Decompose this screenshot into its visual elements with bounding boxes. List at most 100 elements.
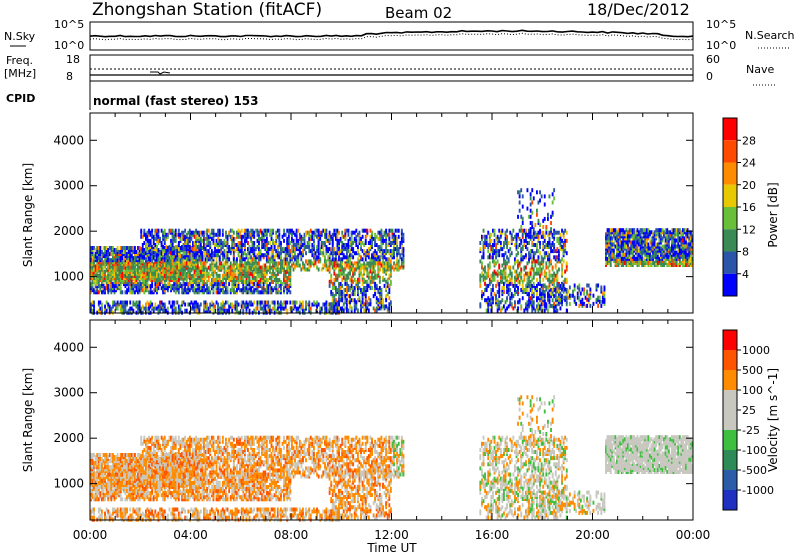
power-cell [130, 290, 133, 295]
power-cell [154, 267, 157, 272]
power-cell [534, 286, 537, 290]
power-cell [149, 238, 152, 243]
power-cell [159, 264, 161, 269]
power-cell [374, 253, 377, 258]
power-cell [487, 267, 490, 272]
power-cell [309, 228, 312, 233]
power-cell [232, 290, 235, 295]
power-cell [231, 263, 234, 268]
power-cell [270, 255, 273, 260]
power-cell [269, 290, 271, 295]
power-cell [181, 290, 183, 295]
power-cell [228, 282, 231, 287]
power-cell [525, 283, 527, 288]
power-cell [347, 283, 350, 288]
power-cell [225, 269, 227, 274]
power-cell [127, 246, 130, 250]
power-cell [149, 256, 152, 261]
power-cell [556, 247, 559, 252]
power-cell [173, 254, 176, 259]
power-cell [275, 263, 278, 268]
power-cell [96, 276, 99, 281]
power-cell [140, 265, 143, 270]
power-cell [149, 232, 152, 237]
power-cell [286, 276, 289, 280]
power-cell [176, 280, 179, 284]
power-cell [305, 300, 307, 305]
power-cell [101, 252, 103, 257]
power-cell [528, 241, 530, 245]
power-cell [148, 252, 150, 257]
power-cell [113, 300, 116, 305]
power-cell [547, 308, 549, 313]
power-cell [518, 228, 521, 233]
power-cell [350, 261, 353, 266]
power-cell [528, 253, 530, 258]
power-cell [132, 246, 135, 250]
power-cell [132, 286, 135, 291]
power-cell [353, 271, 356, 276]
power-cell [514, 269, 516, 274]
power-cell [198, 230, 201, 235]
power-cell [506, 234, 508, 239]
power-cell [314, 228, 317, 233]
power-cell [156, 228, 158, 233]
power-cell [217, 241, 220, 245]
power-cell [229, 228, 232, 233]
station-title: Zhongshan Station (fitACF) [92, 0, 322, 20]
power-cell [225, 276, 227, 280]
power-cell [298, 251, 301, 256]
power-cell [396, 236, 399, 241]
power-cell [487, 308, 490, 313]
power-cell [174, 238, 177, 243]
power-cell [284, 269, 287, 274]
power-cell [261, 243, 264, 247]
power-cell [204, 247, 207, 252]
power-cell [140, 259, 143, 264]
power-cell [149, 241, 152, 245]
power-cell [532, 253, 535, 258]
power-cell [248, 282, 251, 287]
power-cell [170, 267, 172, 272]
power-cell [179, 236, 182, 241]
power-cell [119, 269, 122, 274]
power-cell [245, 271, 248, 276]
power-cell [371, 253, 373, 258]
power-cell [371, 275, 373, 280]
power-cell [121, 271, 124, 276]
power-cell [99, 306, 102, 311]
power-cell [280, 280, 282, 284]
power-cell [286, 308, 289, 313]
power-cell [148, 232, 150, 237]
power-cell [171, 232, 174, 237]
power-cell [256, 261, 259, 266]
power-cell [322, 251, 325, 256]
power-cell [267, 241, 270, 245]
power-cell [487, 283, 490, 288]
power-cell [198, 286, 201, 291]
power-cell [234, 271, 237, 276]
power-cell [482, 255, 485, 260]
power-cell [105, 308, 108, 313]
power-cell [135, 300, 138, 305]
power-cell [148, 284, 150, 289]
power-cell [143, 255, 146, 260]
power-cell [232, 247, 235, 252]
power-cell [93, 304, 95, 309]
power-cell [377, 300, 380, 305]
power-cell [141, 255, 144, 260]
power-cell [124, 246, 127, 250]
power-cell [518, 263, 521, 268]
power-cell [105, 276, 108, 280]
power-cell [154, 278, 157, 282]
power-cell [187, 282, 190, 287]
power-cell [102, 265, 105, 270]
power-cell [335, 298, 337, 303]
power-cell [335, 232, 337, 237]
power-cell [209, 232, 212, 237]
power-cell [192, 278, 194, 282]
power-cell [118, 302, 121, 307]
power-cell [383, 232, 386, 237]
power-cell [206, 232, 209, 237]
power-cell [199, 271, 202, 276]
